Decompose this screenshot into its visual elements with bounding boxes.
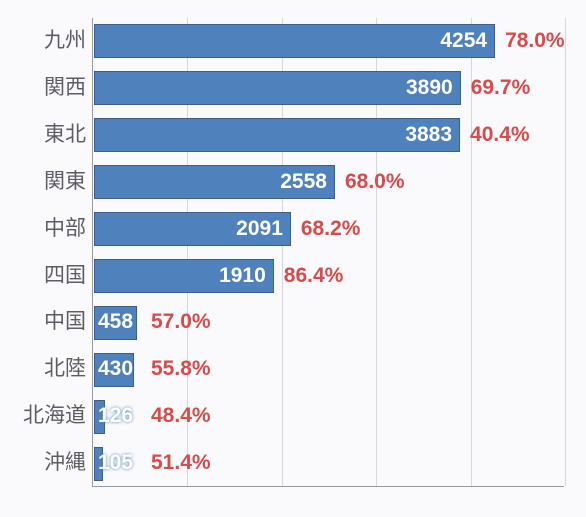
region-bar-chart: 九州425478.0%関西389069.7%東北388340.4%関東25586… <box>0 0 586 517</box>
value-label: 2091 <box>219 206 283 253</box>
bar-row: 関東 2558 68.0% <box>0 159 586 206</box>
category-label: 沖縄 <box>6 440 86 487</box>
value-label: 458 <box>98 299 133 346</box>
bar-row: 関西 3890 69.7% <box>0 65 586 112</box>
value-label: 1910 <box>202 253 266 300</box>
bar-row: 北陸 430 55.8% <box>0 346 586 393</box>
value-label: 2558 <box>263 159 327 206</box>
value-label: 430 <box>98 346 133 393</box>
percent-label: 86.4% <box>284 253 344 300</box>
percent-label: 51.4% <box>151 440 211 487</box>
category-label: 関西 <box>6 65 86 112</box>
category-label: 北海道 <box>6 393 86 440</box>
category-label: 東北 <box>6 112 86 159</box>
category-label: 関東 <box>6 159 86 206</box>
value-label: 3890 <box>389 65 453 112</box>
category-label: 中国 <box>6 299 86 346</box>
bar-row: 東北 3883 40.4% <box>0 112 586 159</box>
bar-row: 北海道 126 48.4% <box>0 393 586 440</box>
bar-row: 四国 1910 86.4% <box>0 253 586 300</box>
category-label: 中部 <box>6 206 86 253</box>
bar-row: 九州 4254 78.0% <box>0 18 586 65</box>
category-label: 北陸 <box>6 346 86 393</box>
percent-label: 68.2% <box>301 206 361 253</box>
percent-label: 69.7% <box>471 65 531 112</box>
bar-row: 沖縄 105 51.4% <box>0 440 586 487</box>
value-label: 105 <box>98 440 133 487</box>
percent-label: 68.0% <box>345 159 405 206</box>
value-label: 4254 <box>423 18 487 65</box>
percent-label: 55.8% <box>151 346 211 393</box>
percent-label: 40.4% <box>470 112 530 159</box>
category-label: 四国 <box>6 253 86 300</box>
percent-label: 57.0% <box>151 299 211 346</box>
bar-row: 中部 2091 68.2% <box>0 206 586 253</box>
percent-label: 48.4% <box>151 393 211 440</box>
category-label: 九州 <box>6 18 86 65</box>
bar-row: 中国 458 57.0% <box>0 299 586 346</box>
value-label: 126 <box>98 393 133 440</box>
value-label: 3883 <box>388 112 452 159</box>
percent-label: 78.0% <box>505 18 565 65</box>
